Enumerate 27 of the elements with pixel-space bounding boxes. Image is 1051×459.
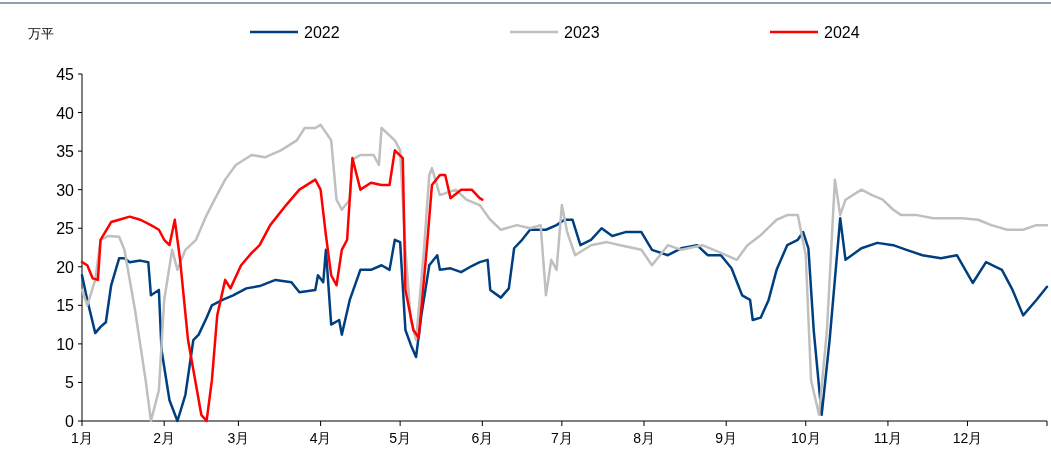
y-tick-label: 5 [65,374,75,392]
y-tick-label: 0 [65,413,75,430]
x-tick-label: 3月 [227,430,250,446]
y-tick-label: 25 [56,220,75,238]
legend-label: 2024 [824,24,860,41]
x-tick-label: 6月 [471,430,494,446]
y-tick-label: 30 [56,181,75,199]
x-tick-label: 12月 [952,430,983,446]
y-tick-label: 10 [56,335,75,353]
x-tick-label: 9月 [715,430,738,446]
x-tick-label: 7月 [550,430,573,446]
y-axis-title: 万平 [28,26,54,41]
y-tick-label: 20 [56,258,75,276]
y-tick-label: 15 [56,297,75,315]
x-tick-label: 5月 [389,430,412,446]
y-tick-label: 40 [56,104,75,122]
x-tick-label: 11月 [873,430,903,446]
line-series [80,149,484,423]
y-tick-label: 45 [56,66,75,83]
x-tick-label: 2月 [153,430,176,446]
x-tick-label: 4月 [309,430,332,446]
x-tick-label: 8月 [633,430,655,446]
x-tick-label: 1月 [71,430,93,446]
legend-label: 2023 [564,24,600,41]
legend-label: 2022 [304,24,340,41]
x-tick-label: 10月 [790,430,821,446]
y-tick-label: 35 [56,143,75,161]
